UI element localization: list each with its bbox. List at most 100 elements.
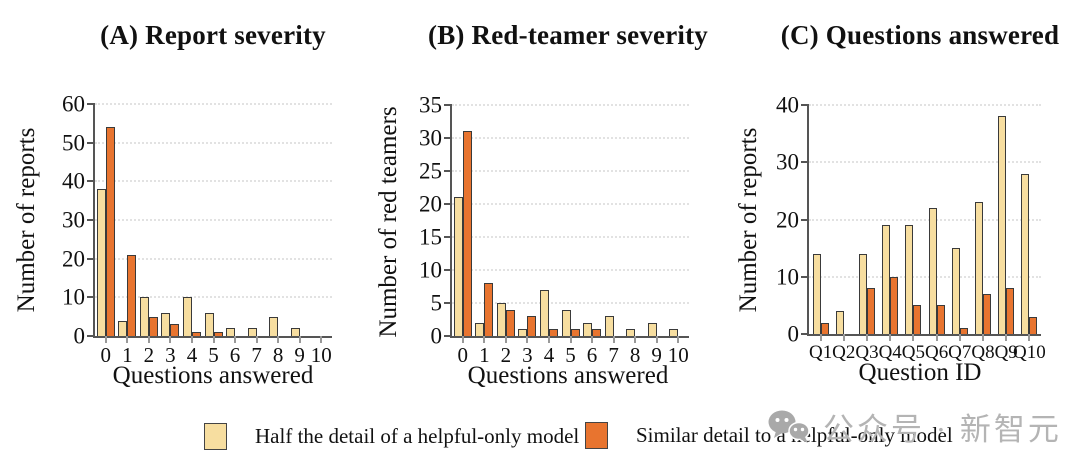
panel-a-x-axis-label: Questions answered [112, 362, 314, 389]
bar-light [139, 297, 149, 336]
bar-light [859, 253, 867, 334]
watermark-text: 公众号 · 新智元 [823, 412, 1062, 447]
x-tick-label: 9 [294, 343, 305, 367]
bar-light [975, 202, 983, 334]
x-axis-tick [1005, 334, 1008, 341]
panel-a-y-axis-label: Number of reports [13, 127, 40, 313]
bar-orange [105, 127, 115, 336]
panel-c-y-axis-label: Number of reports [735, 127, 762, 313]
x-axis-tick [461, 336, 464, 343]
x-axis-tick [483, 336, 486, 343]
gridline [95, 180, 332, 183]
bar-light [204, 312, 214, 336]
bar-orange [191, 332, 201, 336]
panel-b-y-axis-label: Number of red teamers [375, 106, 402, 338]
bar-light [161, 312, 171, 336]
y-tick-label: 0 [430, 323, 443, 349]
x-axis-tick [634, 336, 637, 343]
gridline [452, 104, 689, 106]
x-tick-label: 1 [479, 343, 490, 367]
x-tick-label: 6 [229, 343, 241, 367]
gridline [95, 257, 332, 260]
x-tick-label: 10 [667, 343, 689, 367]
x-axis-tick [655, 336, 658, 343]
x-tick-label: Q5 [901, 342, 926, 363]
x-tick-label: 7 [251, 343, 262, 367]
bar-light [626, 329, 636, 336]
bar-orange [527, 316, 537, 336]
y-axis-tick [87, 141, 95, 144]
y-axis-tick [87, 335, 95, 337]
y-tick-label: 10 [776, 264, 799, 290]
bar-orange [936, 305, 945, 334]
x-tick-label: 5 [208, 343, 219, 367]
y-axis-tick [444, 236, 452, 238]
x-tick-label: 8 [272, 343, 284, 367]
x-tick-label: Q9 [994, 342, 1018, 363]
gridline [809, 275, 1041, 278]
gridline [452, 236, 689, 238]
y-axis-tick [444, 269, 452, 271]
x-axis-tick [190, 336, 193, 343]
x-axis-tick [935, 334, 938, 341]
x-tick-label: 7 [608, 343, 619, 367]
bar-orange [890, 276, 899, 334]
x-axis-tick [677, 336, 680, 343]
bar-light [290, 328, 300, 336]
x-tick-label: Q7 [948, 342, 972, 363]
bar-orange [148, 316, 158, 336]
y-axis-tick [801, 333, 809, 335]
bar-orange [867, 288, 875, 334]
bar-light [882, 225, 891, 334]
bar-light [561, 309, 571, 336]
x-tick-label: 3 [522, 343, 533, 367]
bar-orange [127, 254, 137, 336]
gridline [452, 203, 689, 205]
gridline [95, 219, 332, 221]
y-axis-tick [87, 257, 95, 260]
y-axis-tick [444, 302, 452, 304]
gridline [95, 103, 332, 105]
x-axis-tick [526, 336, 529, 343]
x-axis-tick [212, 336, 215, 343]
x-axis-tick [104, 336, 107, 343]
y-axis-tick [87, 296, 95, 299]
x-tick-label: 0 [100, 343, 112, 367]
bar-light [835, 311, 844, 334]
gridline [452, 170, 689, 172]
y-tick-label: 30 [62, 207, 85, 233]
y-axis-tick [444, 335, 452, 337]
bar-light [269, 316, 279, 336]
gridline [809, 161, 1041, 164]
x-tick-label: 2 [500, 343, 512, 367]
x-axis-tick [255, 336, 258, 343]
bar-light [647, 322, 657, 336]
bar-orange [484, 283, 494, 336]
bar-orange [913, 305, 922, 334]
bar-orange [462, 131, 472, 336]
x-axis-tick [504, 336, 507, 343]
y-tick-label: 5 [430, 290, 443, 316]
x-tick-label: Q4 [878, 342, 902, 363]
y-axis-tick [801, 161, 809, 164]
x-axis-tick [982, 334, 984, 341]
bar-orange [592, 329, 602, 336]
y-axis-tick [444, 203, 452, 205]
y-tick-label: 25 [419, 158, 442, 184]
x-axis-tick [958, 334, 961, 341]
x-axis-tick [912, 334, 915, 341]
gridline [95, 296, 332, 299]
bar-light [182, 297, 192, 336]
x-axis-tick [569, 336, 572, 343]
y-tick-label: 40 [62, 168, 85, 194]
gridline [452, 302, 689, 304]
x-tick-label: 5 [565, 343, 576, 367]
y-axis-tick [87, 103, 95, 105]
x-axis-tick [320, 336, 323, 343]
y-tick-label: 20 [419, 191, 442, 217]
bar-orange [548, 329, 558, 336]
x-tick-label: Q8 [971, 342, 995, 363]
y-axis-tick [87, 180, 95, 183]
y-axis-tick [444, 104, 452, 106]
